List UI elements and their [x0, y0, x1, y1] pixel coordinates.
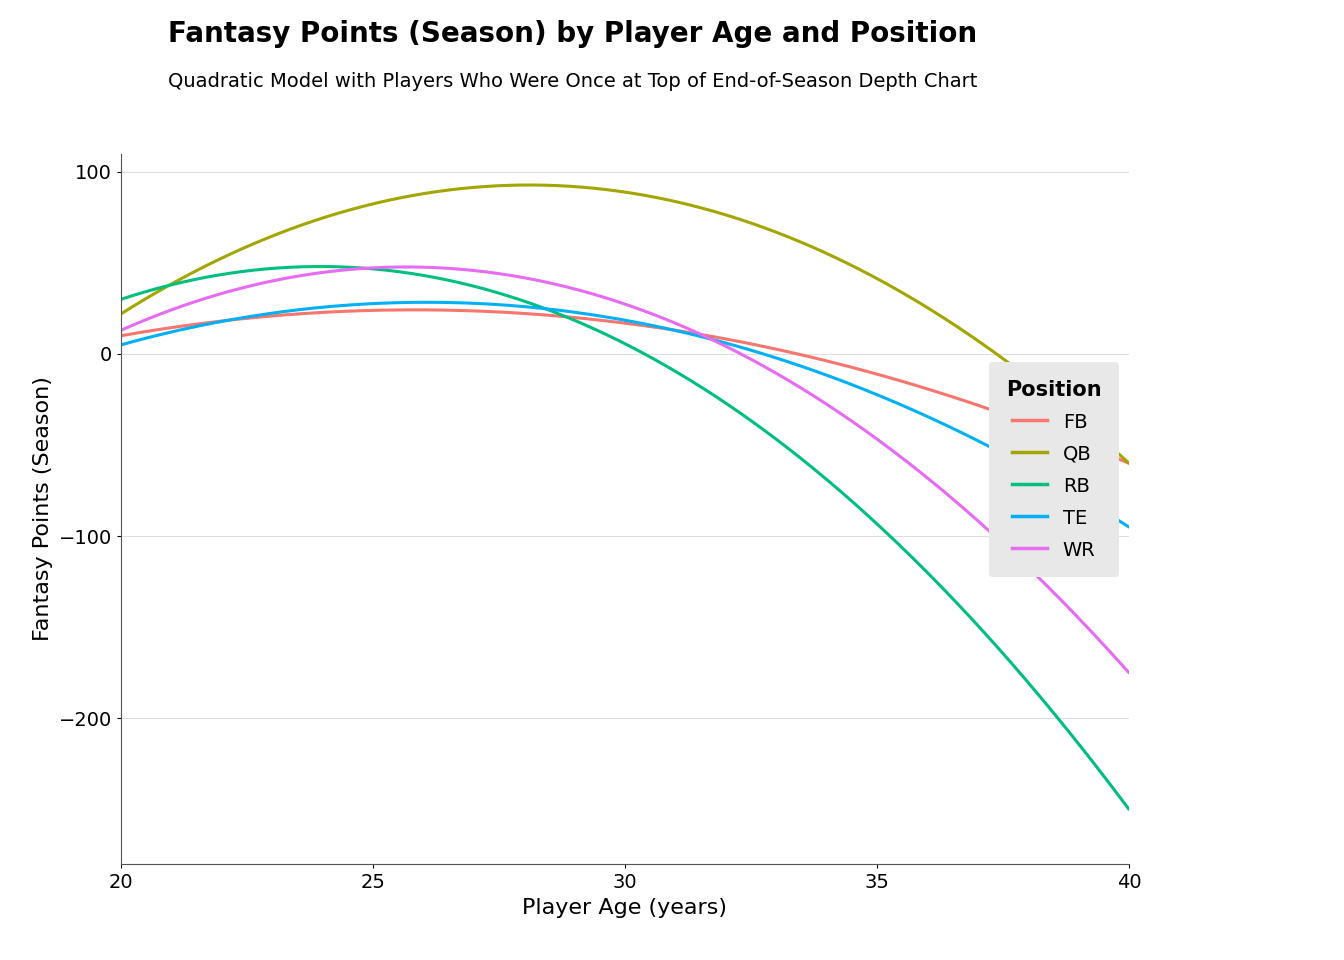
FB [113, 330, 129, 342]
QB [599, 184, 616, 196]
FB [594, 315, 610, 326]
QB [1121, 458, 1137, 469]
WR [1121, 667, 1137, 679]
QB [941, 316, 957, 327]
RB [594, 326, 610, 338]
FB [660, 324, 676, 335]
TE [599, 311, 616, 323]
WR [113, 324, 129, 336]
RB [1098, 774, 1114, 785]
Line: QB: QB [121, 185, 1129, 464]
Line: FB: FB [121, 310, 1129, 464]
WR [398, 261, 414, 273]
QB [660, 194, 676, 205]
TE [1098, 507, 1114, 518]
TE [941, 420, 957, 432]
Y-axis label: Fantasy Points (Season): Fantasy Points (Season) [34, 376, 54, 641]
RB [660, 362, 676, 373]
QB [594, 183, 610, 195]
FB [941, 390, 957, 401]
Line: WR: WR [121, 267, 1129, 673]
Text: Quadratic Model with Players Who Were Once at Top of End-of-Season Depth Chart: Quadratic Model with Players Who Were On… [168, 72, 977, 91]
QB [113, 308, 129, 320]
Text: Fantasy Points (Season) by Player Age and Position: Fantasy Points (Season) by Player Age an… [168, 20, 977, 48]
RB [113, 294, 129, 305]
WR [1098, 642, 1114, 654]
RB [941, 589, 957, 601]
RB [310, 261, 327, 273]
Line: RB: RB [121, 267, 1129, 809]
TE [418, 297, 434, 308]
WR [599, 293, 616, 304]
RB [715, 396, 731, 407]
FB [1121, 458, 1137, 469]
TE [1121, 521, 1137, 533]
RB [1121, 804, 1137, 815]
TE [660, 324, 676, 335]
WR [941, 491, 957, 502]
FB [1098, 448, 1114, 460]
WR [715, 339, 731, 350]
FB [715, 333, 731, 345]
RB [599, 329, 616, 341]
TE [113, 339, 129, 350]
WR [660, 315, 676, 326]
Line: TE: TE [121, 302, 1129, 527]
QB [1098, 437, 1114, 448]
FB [406, 304, 422, 316]
FB [599, 315, 616, 326]
X-axis label: Player Age (years): Player Age (years) [523, 898, 727, 918]
TE [594, 310, 610, 322]
TE [715, 337, 731, 348]
QB [521, 180, 538, 191]
WR [594, 291, 610, 302]
QB [715, 208, 731, 220]
Legend: FB, QB, RB, TE, WR: FB, QB, RB, TE, WR [989, 362, 1120, 577]
